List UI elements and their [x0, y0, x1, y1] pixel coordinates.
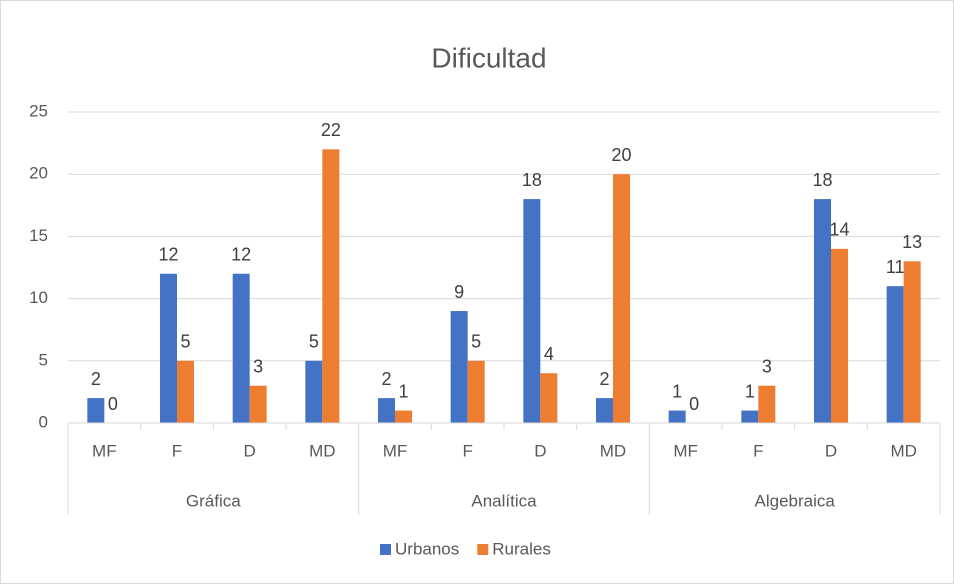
data-label: 12: [231, 244, 251, 264]
x-tick-label: F: [172, 441, 182, 460]
bar: [613, 174, 630, 423]
bar: [467, 360, 485, 423]
data-label: 9: [454, 282, 464, 302]
x-tick-label: D: [534, 441, 546, 460]
bar: [523, 199, 541, 423]
data-label: 5: [309, 332, 319, 352]
legend-swatch: [477, 544, 489, 555]
bar: [540, 373, 558, 423]
x-tick-label: MD: [600, 441, 626, 460]
x-tick-label: F: [462, 441, 472, 460]
x-tick-label: D: [825, 441, 837, 460]
data-label: 1: [745, 381, 755, 401]
bar: [378, 398, 395, 423]
bar: [177, 360, 194, 423]
x-tick-label: MF: [92, 441, 117, 460]
chart-title: Dificultad: [431, 42, 546, 73]
data-label: 1: [398, 381, 408, 401]
bar: [886, 286, 904, 423]
bar: [903, 261, 921, 423]
x-tick-label: D: [244, 441, 256, 460]
y-tick-label: 25: [29, 101, 48, 120]
data-label: 4: [544, 344, 554, 364]
x-tick-label: MD: [890, 441, 916, 460]
group-label: Algebraica: [755, 491, 836, 510]
data-label: 3: [762, 356, 772, 376]
x-tick-label: MD: [309, 441, 335, 460]
x-tick-label: MF: [383, 441, 408, 460]
bar: [322, 149, 340, 423]
data-label: 3: [253, 356, 263, 376]
bar: [814, 199, 831, 423]
bar: [305, 360, 323, 423]
x-tick-label: MF: [673, 441, 698, 460]
y-tick-label: 5: [39, 350, 48, 369]
group-label: Analítica: [471, 491, 537, 510]
data-label: 5: [471, 332, 481, 352]
data-label: 13: [902, 232, 922, 252]
legend-label: Rurales: [492, 539, 551, 558]
data-label: 11: [886, 257, 905, 277]
group-label: Gráfica: [186, 491, 241, 510]
data-label: 2: [599, 369, 609, 389]
bar: [741, 410, 759, 423]
bar: [668, 410, 686, 423]
bar: [87, 398, 105, 423]
data-label: 14: [829, 220, 849, 240]
data-label: 0: [108, 394, 118, 414]
bar: [831, 248, 848, 423]
legend-label: Urbanos: [395, 539, 459, 558]
bar: [450, 311, 468, 423]
bar: [232, 273, 250, 423]
legend-swatch: [380, 544, 391, 555]
data-label: 0: [689, 394, 699, 414]
y-tick-label: 10: [29, 288, 48, 307]
data-label: 18: [812, 170, 832, 190]
y-tick-label: 0: [39, 412, 48, 431]
data-label: 22: [321, 120, 341, 140]
bar: [596, 398, 613, 423]
data-label: 2: [381, 369, 391, 389]
bar: [160, 273, 177, 423]
y-tick-label: 20: [29, 164, 48, 183]
bar: [758, 385, 776, 423]
x-tick-label: F: [753, 441, 763, 460]
data-label: 20: [611, 145, 631, 165]
data-label: 1: [672, 381, 682, 401]
data-label: 18: [522, 170, 542, 190]
bar: [395, 410, 412, 423]
data-label: 12: [158, 244, 178, 264]
bar: [249, 385, 267, 423]
y-tick-label: 15: [29, 226, 48, 245]
data-label: 2: [91, 369, 101, 389]
data-label: 5: [180, 332, 190, 352]
